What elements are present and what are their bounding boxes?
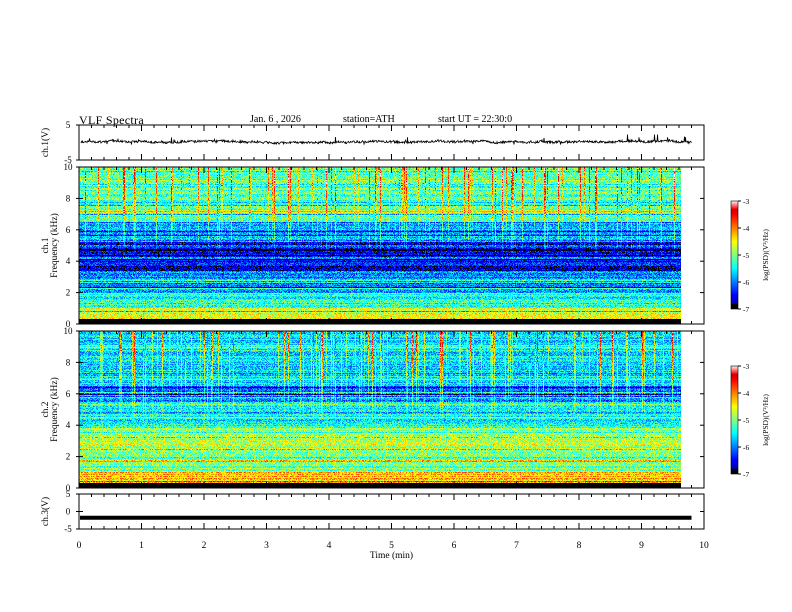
x-tick-label: 9 <box>639 541 644 551</box>
panel-3-ylabel: Frequency (kHz) <box>49 377 60 442</box>
x-tick-label: 7 <box>514 541 519 551</box>
panel-3-ylabel: ch.2 <box>41 401 51 417</box>
panel-4-ytick-label: 5 <box>66 489 71 499</box>
panel-2-ytick-label: 0 <box>66 319 71 329</box>
header-date: Jan. 6 , 2026 <box>250 114 301 125</box>
panel-1-ytick-label: 5 <box>66 120 71 130</box>
header-start-time: start UT = 22:30:0 <box>438 114 513 125</box>
x-tick-label: 4 <box>327 541 332 551</box>
panel-3-frame <box>78 330 705 489</box>
panel-2-ytick-label: 8 <box>66 193 71 203</box>
colorbar-1-tick-label: -6 <box>743 278 749 287</box>
panel-4-ytick-label: -5 <box>64 524 72 534</box>
panel-1-ylabel: ch.1(V) <box>40 128 51 157</box>
colorbar-1-tick-label: -7 <box>743 305 749 314</box>
panel-2-ytick-label: 10 <box>64 162 74 172</box>
panel-2-ytick-label: 2 <box>66 288 71 298</box>
colorbar-1-label: log(PSD)(V²/Hz) <box>761 229 770 281</box>
colorbar-1-tick-label: -5 <box>743 251 749 260</box>
panel-4-ytick-label: 0 <box>66 507 71 517</box>
panel-2-ytick-label: 6 <box>66 225 71 235</box>
colorbar-2-tick-label: -4 <box>743 389 749 398</box>
x-tick-label: 10 <box>699 541 709 551</box>
x-tick-label: 3 <box>264 541 269 551</box>
colorbar-1-tick-label: -4 <box>743 224 749 233</box>
panel-1-ytick-label: -5 <box>64 155 72 165</box>
panel-2-ylabel: ch.1 <box>41 237 51 253</box>
panel-4-ylabel: ch.3(V) <box>40 497 51 526</box>
x-tick-label: 5 <box>389 541 394 551</box>
colorbar-2-tick-label: -5 <box>743 416 749 425</box>
panel-3-ytick-label: 2 <box>66 452 71 462</box>
colorbar-2-tick-label: -3 <box>743 362 749 371</box>
panel-3-ytick-label: 0 <box>66 483 71 493</box>
x-tick-label: 6 <box>452 541 457 551</box>
panel-2-ytick-label: 4 <box>66 256 71 266</box>
panel-3-ytick-label: 10 <box>64 326 74 336</box>
colorbar-2-label: log(PSD)(V²/Hz) <box>761 394 770 446</box>
ch1-colorbar <box>731 201 738 309</box>
x-tick-label: 2 <box>202 541 207 551</box>
x-axis-label: Time (min) <box>370 550 413 561</box>
panel-2-frame <box>78 166 705 325</box>
ch1-waveform-line <box>80 134 692 146</box>
x-tick-label: 8 <box>577 541 582 551</box>
x-tick-label: 0 <box>77 541 82 551</box>
panel-3-ytick-label: 4 <box>66 420 71 430</box>
ch2-spectrogram <box>79 331 693 488</box>
colorbar-2-frame <box>730 365 739 475</box>
ch1-spectrogram <box>79 167 693 324</box>
ch2-colorbar <box>731 366 738 474</box>
x-tick-label: 1 <box>139 541 144 551</box>
colorbar-2-tick-label: -7 <box>743 470 749 479</box>
header-station: station=ATH <box>343 114 395 125</box>
colorbar-2-tick-label: -6 <box>743 443 749 452</box>
panel-3-ytick-label: 8 <box>66 357 71 367</box>
panel-3-ytick-label: 6 <box>66 389 71 399</box>
panel-2-ylabel: Frequency (kHz) <box>49 213 60 278</box>
colorbar-1-frame <box>730 200 739 310</box>
figure-title: VLF Spectra <box>79 113 144 127</box>
colorbar-1-tick-label: -3 <box>743 197 749 206</box>
